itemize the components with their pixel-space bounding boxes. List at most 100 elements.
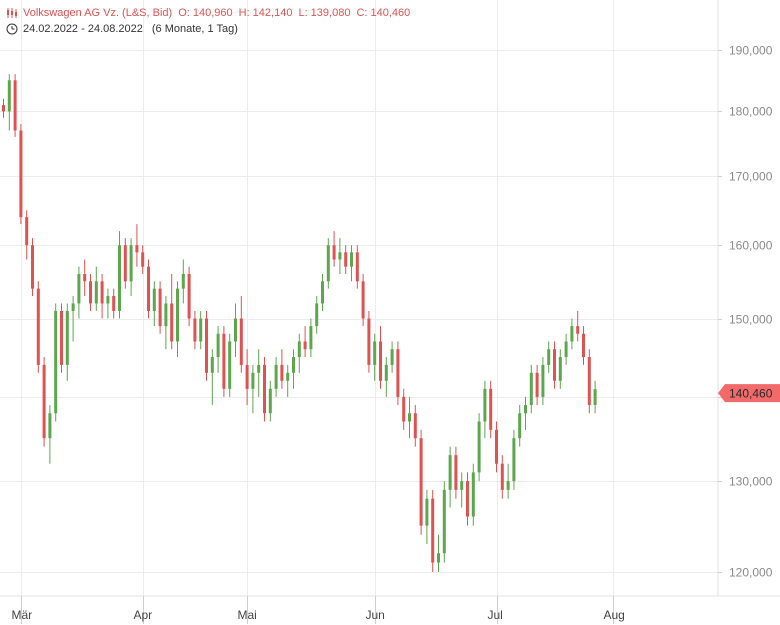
x-tick-label: Apr [134, 608, 153, 622]
candle-body [402, 396, 406, 422]
candle-body [245, 364, 249, 389]
x-tick-label: Aug [604, 608, 625, 622]
candle-up [216, 326, 220, 373]
candle-down [361, 273, 365, 327]
candle-down [187, 266, 191, 327]
candle-body [390, 349, 394, 365]
candle-body [437, 553, 440, 563]
candle-down [367, 310, 371, 373]
candle-body [576, 326, 580, 334]
candle-body [129, 245, 133, 282]
candle-body [257, 364, 261, 373]
candle-body [210, 357, 214, 373]
candle-up [506, 463, 510, 499]
candle-up [512, 429, 516, 490]
candle-down [135, 224, 139, 267]
candle-up [373, 333, 377, 381]
candle-body [239, 318, 243, 365]
candle-body [216, 333, 220, 358]
candle-body [36, 288, 40, 365]
candle-body [31, 245, 34, 289]
candle-down [147, 259, 150, 319]
candle-down [205, 310, 208, 381]
candle-body [425, 498, 429, 526]
candle-up [129, 238, 133, 297]
range-line: 24.02.2022 - 24.08.2022 (6 Monate, 1 Tag… [6, 21, 416, 37]
candle-body [431, 498, 435, 563]
candle-down [495, 421, 498, 473]
candle-down [454, 446, 458, 499]
x-tick-label: Mär [12, 608, 33, 622]
candle-up [228, 333, 232, 397]
grid-lines [0, 0, 718, 596]
candle-up [210, 349, 214, 406]
candle-down [158, 281, 162, 334]
candle-body [587, 357, 591, 406]
candle-body [222, 333, 226, 389]
candle-up [558, 349, 562, 389]
candle-up [251, 364, 255, 414]
candle-down [413, 405, 417, 447]
candle-up [529, 364, 533, 414]
candle-body [483, 388, 487, 422]
candle-body [123, 245, 127, 282]
candle-down [89, 273, 92, 311]
candle-up [460, 472, 464, 508]
candle-up [297, 333, 301, 373]
candle-up [94, 266, 98, 311]
candle-down [535, 364, 539, 406]
candle-up [181, 259, 185, 304]
candle-body [361, 281, 365, 319]
candle-body [274, 364, 278, 389]
candle-body [582, 333, 585, 358]
candle-body [564, 341, 568, 358]
candle-body [13, 80, 17, 131]
candle-body [529, 372, 533, 406]
candle-down [489, 380, 493, 439]
candle-down [31, 238, 34, 297]
candle-body [135, 245, 139, 253]
candle-body [355, 252, 359, 282]
candle-down [245, 349, 249, 406]
candle-body [89, 281, 92, 304]
candle-up [315, 296, 319, 334]
high-value: H: 142,140 [238, 7, 293, 19]
candle-body [570, 326, 574, 342]
candle-up [199, 310, 203, 350]
candle-body [384, 364, 388, 381]
candle-body [2, 105, 5, 112]
candle-body [199, 318, 203, 342]
candle-body [280, 364, 284, 381]
candle-body [373, 341, 377, 365]
candle-body [141, 252, 145, 267]
candle-body [518, 413, 522, 439]
candle-down [19, 124, 23, 225]
candle-body [321, 281, 324, 304]
candle-body [60, 310, 63, 365]
candle-body [147, 266, 150, 311]
candle-body [315, 303, 319, 327]
candle-body [71, 303, 75, 311]
candle-body [541, 364, 545, 397]
candle-down [222, 326, 226, 397]
candle-down [431, 489, 435, 572]
candle-body [419, 438, 423, 526]
candle-body [344, 252, 348, 267]
candle-up [384, 357, 388, 397]
candle-down [263, 357, 266, 422]
candle-up [350, 245, 353, 282]
candle-up [541, 357, 545, 406]
candle-down [379, 326, 382, 389]
candle-up [524, 396, 527, 430]
instrument-title: Volkswagen AG Vz. (L&S, Bid) [23, 7, 173, 19]
candle-up [176, 281, 179, 358]
candle-body [512, 438, 516, 482]
candle-body [228, 341, 232, 389]
candle-down [344, 245, 348, 274]
last-price-label: 140,460 [729, 387, 773, 401]
candle-body [524, 405, 527, 414]
candle-up [257, 349, 261, 397]
x-tick-label: Jun [366, 608, 385, 622]
candle-body [338, 252, 342, 260]
candle-up [48, 405, 52, 464]
